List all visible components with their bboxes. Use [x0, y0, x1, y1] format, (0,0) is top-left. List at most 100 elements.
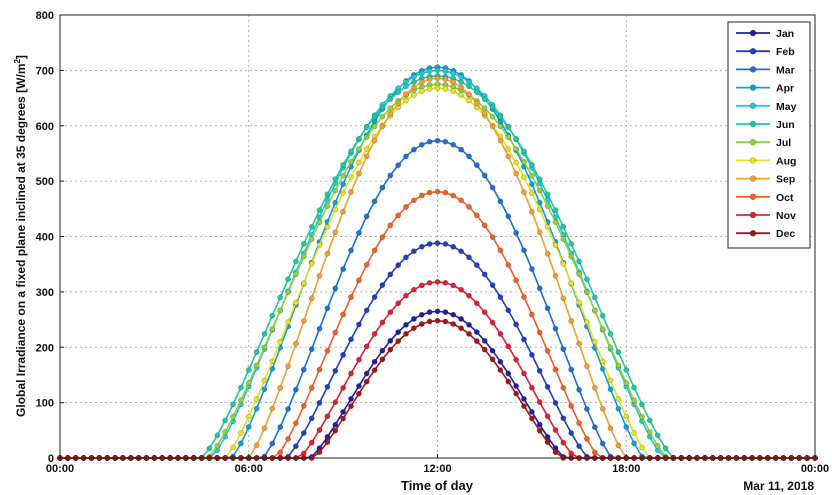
data-point [607, 425, 614, 432]
data-point [426, 189, 433, 196]
data-point [230, 413, 236, 420]
data-point [316, 207, 323, 214]
data-point [332, 421, 339, 428]
data-point [521, 159, 527, 165]
y-tick-label: 700 [36, 65, 54, 77]
data-point [403, 204, 409, 210]
data-point [576, 271, 582, 278]
data-point [529, 415, 535, 422]
data-point [340, 409, 346, 415]
data-point [552, 207, 559, 214]
data-point [560, 415, 567, 422]
data-point [348, 336, 354, 343]
data-point [591, 385, 598, 391]
data-point [560, 236, 567, 242]
data-point [340, 161, 346, 168]
data-point [379, 282, 386, 288]
legend-items: Jan Feb Mar Apr May Jun Jul Aug Sep Oct Nov Dec [736, 28, 797, 240]
data-point [529, 352, 535, 358]
data-point [536, 329, 543, 336]
data-point [363, 261, 370, 268]
data-point [639, 413, 645, 420]
data-point [497, 247, 504, 254]
data-point [371, 198, 378, 205]
data-point [568, 240, 575, 247]
data-point [340, 352, 346, 358]
legend-item: Nov [736, 210, 796, 222]
data-point [615, 396, 622, 402]
data-point [411, 316, 417, 322]
legend-swatch-marker [749, 157, 757, 164]
data-point [418, 192, 425, 199]
data-point [466, 91, 472, 98]
data-point [277, 449, 284, 456]
data-point [332, 229, 339, 236]
data-point [473, 338, 480, 344]
data-point [324, 203, 331, 209]
data-point [489, 282, 496, 288]
data-point [505, 153, 512, 160]
data-point [529, 208, 535, 215]
data-point [442, 138, 449, 145]
data-point [481, 96, 488, 102]
data-point [269, 405, 276, 412]
data-point [411, 73, 417, 80]
data-point [206, 445, 213, 452]
data-point [544, 305, 551, 312]
data-point [513, 170, 519, 177]
data-point [552, 242, 559, 248]
data-point [631, 440, 637, 447]
data-point [576, 340, 582, 347]
data-point [521, 174, 527, 181]
data-point [434, 75, 441, 81]
data-point [631, 384, 637, 391]
y-axis-title-superscript: 2 [13, 59, 22, 64]
x-tick-label: 12:00 [423, 463, 451, 475]
data-point [458, 197, 464, 204]
data-point [363, 153, 370, 160]
data-point [348, 189, 354, 195]
legend-swatch-marker [749, 84, 757, 91]
data-point [395, 262, 402, 268]
data-point [356, 159, 362, 166]
data-point [387, 271, 394, 278]
y-tick-label: 500 [36, 176, 54, 188]
data-point [332, 187, 339, 194]
data-point [560, 260, 567, 267]
data-point [340, 172, 346, 179]
data-point [285, 289, 291, 296]
data-point [340, 266, 346, 272]
data-point [324, 191, 331, 198]
data-point [599, 326, 606, 332]
data-point [576, 299, 582, 306]
data-point [584, 319, 590, 325]
data-point [568, 318, 575, 324]
data-point [591, 307, 598, 314]
data-point [639, 444, 645, 451]
data-point [584, 436, 590, 442]
y-tick-label: 300 [36, 287, 54, 299]
data-point [418, 311, 425, 318]
data-point [238, 430, 244, 436]
x-tick-label: 00:00 [801, 463, 829, 475]
data-point [497, 137, 504, 144]
data-point [607, 331, 614, 337]
data-point [576, 420, 582, 426]
legend-item: Jul [736, 137, 791, 149]
x-axis-title: Time of day [401, 478, 474, 493]
data-point [316, 272, 323, 279]
data-point [505, 213, 512, 220]
data-point [489, 347, 496, 354]
legend-swatch-marker [749, 66, 757, 73]
data-point [536, 368, 543, 374]
data-point [615, 362, 622, 369]
data-point [340, 181, 346, 187]
data-point [466, 204, 472, 210]
data-point [324, 224, 331, 230]
data-point [387, 309, 394, 316]
axis-ticks: 0 100 200 300 400 500 600 700 800 00:00 06:00 12:00… [36, 10, 829, 475]
data-point [293, 340, 299, 347]
data-point [411, 146, 417, 153]
data-point [277, 294, 284, 301]
data-point [631, 397, 637, 404]
